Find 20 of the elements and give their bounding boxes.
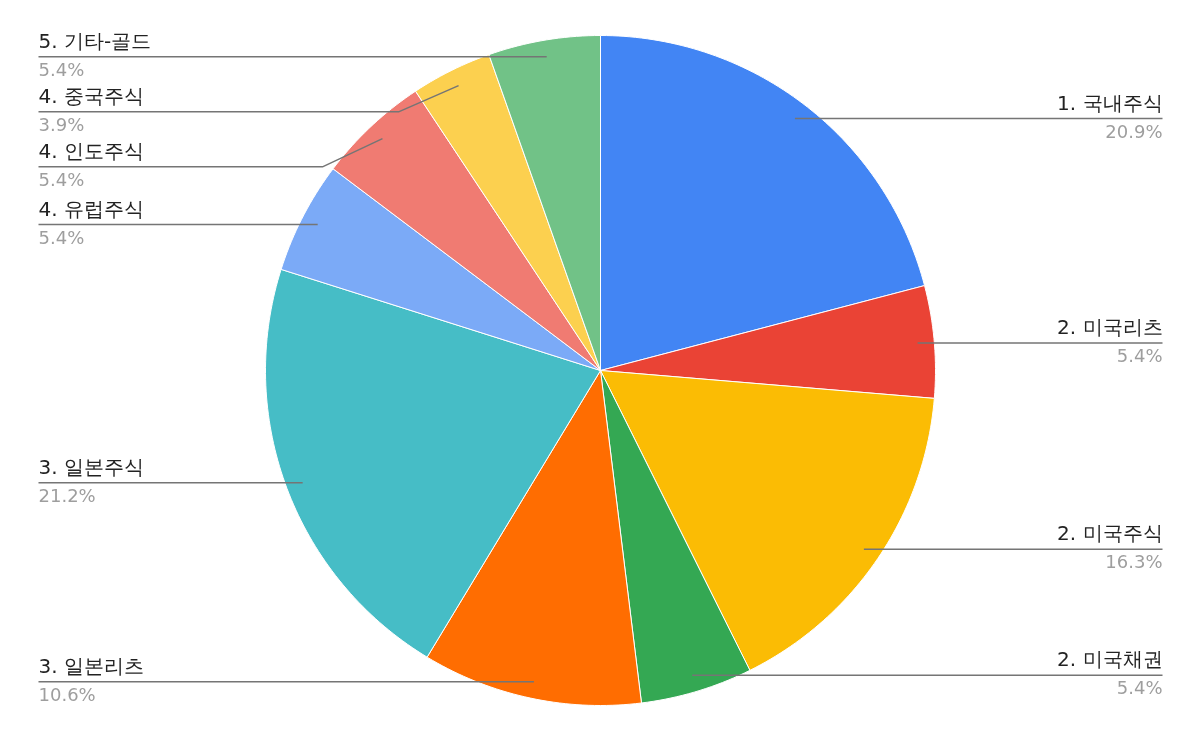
slice-label: 2. 미국주식: [1057, 521, 1163, 546]
slice-label: 2. 미국채권: [1057, 647, 1163, 672]
data-label: 5.4%: [1116, 677, 1163, 699]
slice-label: 5. 기타-골드: [38, 28, 152, 53]
data-label: 5.4%: [1116, 345, 1163, 367]
data-label: 5.4%: [38, 58, 85, 80]
data-label: 5.4%: [38, 226, 85, 248]
data-label: 16.3%: [1105, 551, 1163, 573]
slice-label: 2. 미국리츠: [1057, 315, 1163, 340]
slice-label: 4. 인도주식: [38, 138, 144, 163]
data-label: 20.9%: [1105, 120, 1163, 142]
slice-label: 1. 국내주식: [1057, 90, 1163, 115]
data-label: 5.4%: [38, 168, 85, 190]
slice-label: 4. 유럽주식: [38, 196, 144, 221]
data-label: 21.2%: [38, 484, 96, 506]
slice-label: 3. 일본주식: [38, 454, 144, 479]
slice-label: 4. 중국주식: [38, 83, 144, 108]
slice-label: 3. 일본리츠: [38, 653, 144, 678]
data-label: 10.6%: [38, 683, 96, 705]
data-label: 3.9%: [38, 113, 85, 135]
